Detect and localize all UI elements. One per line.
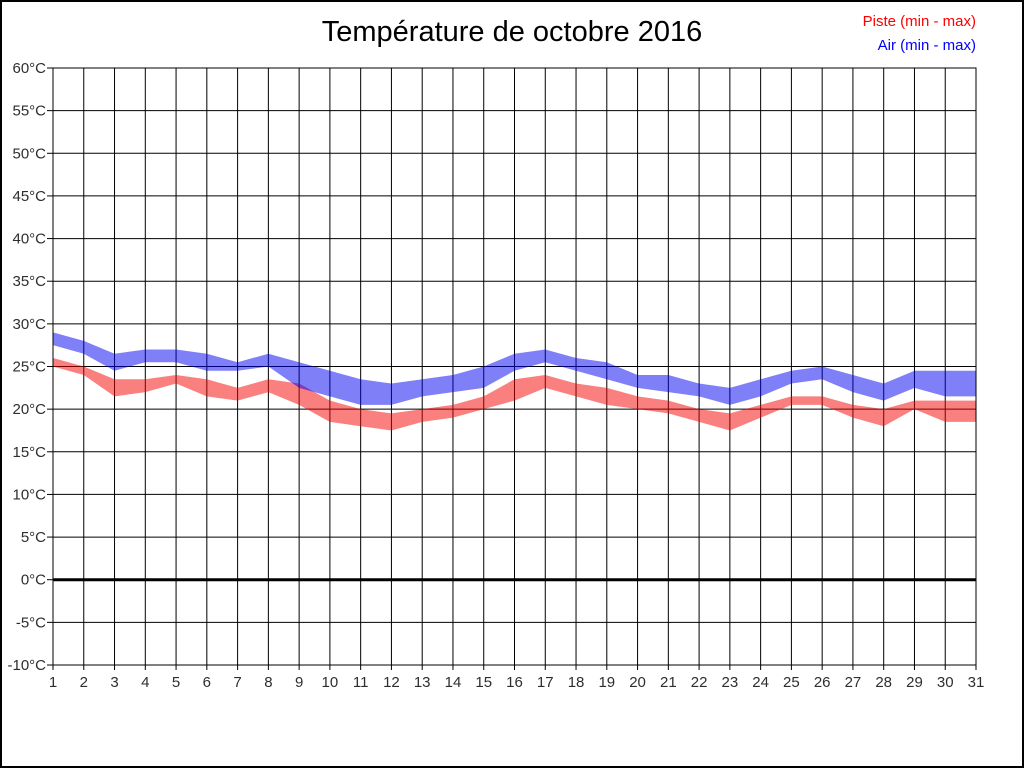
x-tick-label: 19 xyxy=(598,674,615,691)
x-tick-label: 3 xyxy=(110,674,118,691)
plot-border xyxy=(52,67,977,666)
y-tick-label: 40°C xyxy=(12,231,46,248)
x-tick-label: 2 xyxy=(80,674,88,691)
x-tick-label: 7 xyxy=(233,674,241,691)
y-tick-label: 50°C xyxy=(12,145,46,162)
x-tick-label: 8 xyxy=(264,674,272,691)
x-tick-label: 24 xyxy=(752,674,769,691)
y-tick-label: -10°C xyxy=(7,657,46,674)
x-tick-label: 15 xyxy=(475,674,492,691)
x-tick-label: 1 xyxy=(49,674,57,691)
x-tick-label: 12 xyxy=(383,674,400,691)
y-tick-label: -5°C xyxy=(16,614,46,631)
x-tick-label: 23 xyxy=(722,674,739,691)
legend-air: Air (min - max) xyxy=(877,37,976,54)
x-tick-label: 6 xyxy=(203,674,211,691)
y-tick-label: 15°C xyxy=(12,444,46,461)
y-tick-label: 60°C xyxy=(12,60,46,77)
x-tick-label: 9 xyxy=(295,674,303,691)
legend-piste: Piste (min - max) xyxy=(862,13,976,30)
x-tick-label: 26 xyxy=(814,674,831,691)
x-tick-label: 16 xyxy=(506,674,523,691)
y-tick-label: 35°C xyxy=(12,273,46,290)
x-tick-label: 10 xyxy=(322,674,339,691)
y-tick-label: 10°C xyxy=(12,486,46,503)
x-tick-label: 18 xyxy=(568,674,585,691)
x-tick-label: 13 xyxy=(414,674,431,691)
legend: Piste (min - max) Air (min - max) xyxy=(863,10,976,58)
y-tick-label: 20°C xyxy=(12,401,46,418)
x-tick-label: 4 xyxy=(141,674,149,691)
chart-title: Température de octobre 2016 xyxy=(321,16,703,48)
x-tick-label: 27 xyxy=(845,674,862,691)
y-tick-label: 0°C xyxy=(21,572,46,589)
x-tick-label: 5 xyxy=(172,674,180,691)
air-band xyxy=(53,332,976,405)
x-tick-label: 30 xyxy=(937,674,954,691)
x-tick-label: 21 xyxy=(660,674,677,691)
x-tick-label: 29 xyxy=(906,674,923,691)
y-tick-label: 55°C xyxy=(12,103,46,120)
x-tick-label: 11 xyxy=(353,674,369,691)
x-tick-label: 25 xyxy=(783,674,800,691)
x-tick-label: 14 xyxy=(445,674,462,691)
x-tick-label: 22 xyxy=(691,674,708,691)
x-tick-label: 31 xyxy=(968,674,985,691)
y-tick-label: 30°C xyxy=(12,316,46,333)
x-tick-label: 28 xyxy=(875,674,892,691)
x-tick-label: 20 xyxy=(629,674,646,691)
x-tick-label: 17 xyxy=(537,674,554,691)
piste-band xyxy=(53,357,976,431)
y-tick-label: 5°C xyxy=(21,529,46,546)
y-tick-label: 25°C xyxy=(12,359,46,376)
y-tick-label: 45°C xyxy=(12,188,46,205)
